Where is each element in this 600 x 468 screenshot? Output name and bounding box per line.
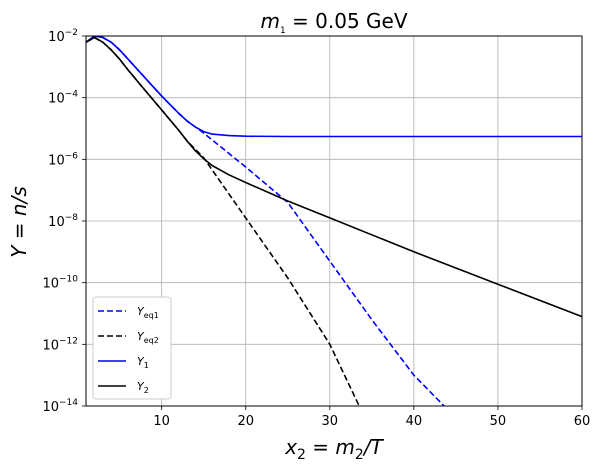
y-tick-label: 10−10 <box>42 275 78 292</box>
legend-label-yeq2: Yeq2 <box>137 330 159 345</box>
y-tick-label: 10−8 <box>48 213 78 230</box>
axis-ticks: 10 20 30 40 50 60 10−14 10−12 10−10 10−8 10−6 10−4 1… <box>42 28 590 429</box>
x-axis-title: x2 = m2/T <box>284 435 384 463</box>
series-line-y2 <box>86 36 582 318</box>
x-tick-label: 40 <box>406 414 423 429</box>
x-tick-label: 10 <box>153 414 170 429</box>
y-tick-label: 10−12 <box>42 336 78 353</box>
x-tick-label: 30 <box>322 414 339 429</box>
plot-lines <box>86 36 582 406</box>
y-tick-label: 10−4 <box>48 90 78 107</box>
x-tick-label: 60 <box>574 414 591 429</box>
legend-box <box>92 296 172 400</box>
chart-title: m1 = 0.05 GeV <box>260 9 407 36</box>
series-line-y1 <box>86 36 582 138</box>
legend-label-y2: Y2 <box>137 380 149 395</box>
y-tick-label: 10−14 <box>42 398 78 415</box>
legend-label-yeq1: Yeq1 <box>137 305 159 320</box>
legend: Yeq1 Yeq2 Y1 Y2 <box>92 296 172 400</box>
legend-label-y1: Y1 <box>137 355 149 370</box>
y-axis-title: Y = n/s <box>7 186 31 258</box>
x-tick-label: 20 <box>237 414 254 429</box>
x-tick-label: 50 <box>490 414 507 429</box>
y-tick-label: 10−6 <box>48 151 78 168</box>
y-tick-label: 10−2 <box>48 28 78 45</box>
